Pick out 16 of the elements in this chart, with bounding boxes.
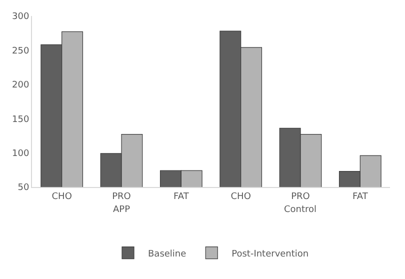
y-tick-label: 100: [12, 148, 30, 159]
x-tick-label: PRO: [112, 192, 131, 202]
x-tick-label: CHO: [52, 192, 72, 202]
legend-label: Baseline: [148, 249, 187, 260]
x-tick-label: CHO: [230, 192, 251, 202]
y-tick-label: 50: [18, 183, 30, 194]
y-tick-label: 250: [12, 46, 30, 56]
text: Control: [284, 205, 317, 215]
legend-label: Post-Intervention: [232, 249, 309, 260]
text: APP: [113, 205, 131, 215]
x-tick-label: FAT: [174, 192, 190, 202]
y-tick-label: 300: [12, 12, 30, 22]
y-tick-label: 200: [12, 80, 30, 91]
x-tick-label: FAT: [352, 192, 368, 202]
x-tick-label: PRO: [291, 192, 310, 202]
y-tick-label: 150: [12, 114, 30, 125]
